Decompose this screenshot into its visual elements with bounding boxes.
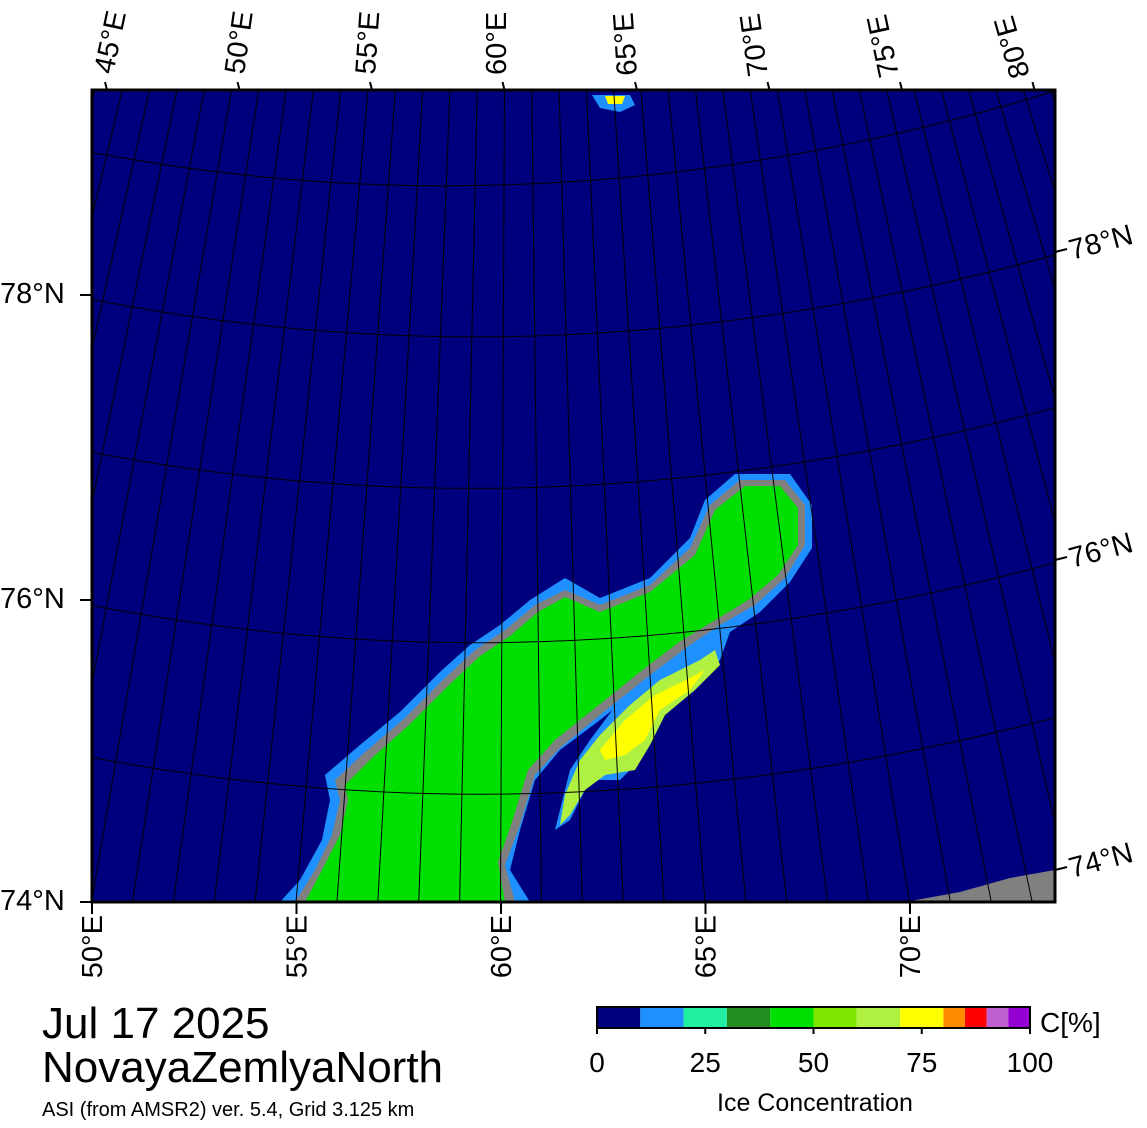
colorbar-bin (900, 1007, 943, 1028)
colorbar-tick-label: 25 (690, 1047, 721, 1078)
colorbar-bin (640, 1007, 683, 1028)
colorbar-bin (857, 1007, 900, 1028)
top-label: 70°E (734, 11, 774, 78)
region: NovayaZemlyaNorth (42, 1043, 443, 1092)
left-label: 78°N (0, 278, 65, 310)
tick (1055, 867, 1067, 870)
colorbar-bin (597, 1007, 640, 1028)
top-label: 50°E (219, 9, 259, 76)
right-label: 76°N (1066, 527, 1137, 575)
date: Jul 17 2025 (42, 999, 270, 1048)
meridian (1105, 90, 1147, 902)
left-label: 74°N (0, 885, 65, 917)
tick (1055, 557, 1067, 560)
colorbar-tick-label: 0 (589, 1047, 605, 1078)
colorbar-label: Ice Concentration (717, 1089, 913, 1117)
bottom-label: 50°E (77, 915, 109, 978)
colorbar-bin (965, 1007, 987, 1028)
colorbar-unit: C[%] (1040, 1007, 1101, 1038)
top-label: 80°E (989, 12, 1037, 82)
bottom-label: 65°E (691, 915, 723, 978)
meridian (1051, 90, 1147, 902)
colorbar-bin (684, 1007, 727, 1028)
colorbar-tick-label: 75 (906, 1047, 937, 1078)
top-label: 55°E (350, 10, 386, 75)
colorbar-bin (1008, 1007, 1030, 1028)
source: ASI (from AMSR2) ver. 5.4, Grid 3.125 km (42, 1099, 414, 1121)
bottom-label: 70°E (895, 915, 927, 978)
meridian (1078, 90, 1147, 902)
right-label: 74°N (1066, 837, 1137, 885)
bottom-label: 60°E (486, 915, 518, 978)
right-label: 78°N (1066, 219, 1137, 267)
tick (1055, 249, 1067, 252)
top-label: 45°E (89, 8, 133, 76)
colorbar-tick-label: 100 (1007, 1047, 1054, 1078)
colorbar-bin (943, 1007, 965, 1028)
colorbar-bin (987, 1007, 1009, 1028)
colorbar-bin (770, 1007, 813, 1028)
meridian (1132, 90, 1147, 902)
top-label: 60°E (481, 12, 513, 75)
meridian (0, 90, 95, 902)
top-label: 75°E (861, 12, 905, 80)
ice-patch-core (605, 96, 625, 104)
colorbar-bin (727, 1007, 770, 1028)
colorbar-bin (814, 1007, 857, 1028)
top-label: 65°E (608, 11, 644, 76)
bottom-label: 55°E (282, 915, 314, 978)
left-label: 76°N (0, 583, 65, 615)
colorbar-tick-label: 50 (798, 1047, 829, 1078)
